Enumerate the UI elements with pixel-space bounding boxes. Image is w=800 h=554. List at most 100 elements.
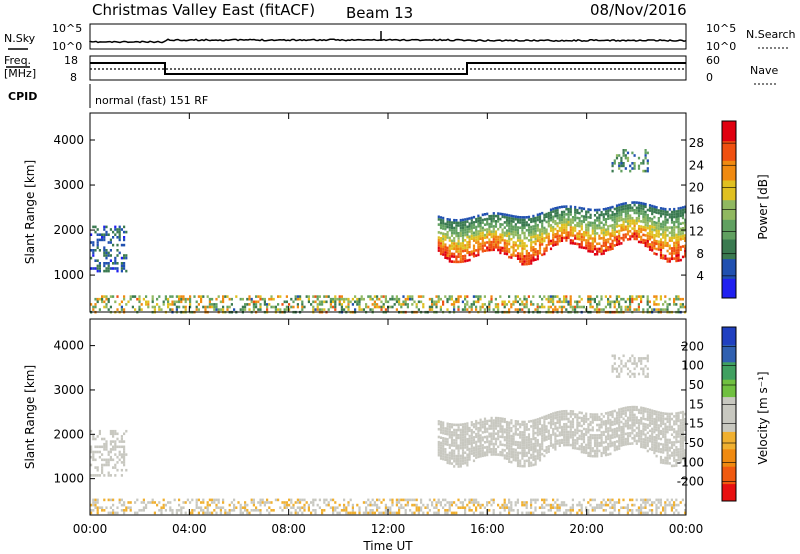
velocity-echo-cell (646, 511, 649, 515)
velocity-echo-cell (118, 450, 121, 454)
power-echo-cell (472, 231, 476, 235)
velocity-echo-cell (631, 416, 634, 419)
velocity-echo-cell (646, 410, 649, 414)
power-echo-cell (477, 235, 480, 238)
power-echo-cell (343, 308, 346, 311)
velocity-echo-cell (503, 428, 506, 431)
power-echo-cell (659, 212, 663, 215)
velocity-echo-cell (587, 428, 590, 431)
velocity-echo-cell (664, 428, 667, 431)
velocity-echo-cell (653, 446, 656, 449)
power-echo-cell (499, 217, 502, 221)
velocity-echo-cell (413, 498, 416, 502)
velocity-echo-cell (347, 511, 350, 515)
power-echo-cell (536, 308, 539, 311)
power-echo-cell (593, 229, 597, 233)
velocity-echo-cell (464, 511, 467, 515)
velocity-echo-cell (642, 367, 645, 371)
velocity-echo-cell (673, 464, 676, 468)
velocity-echo-cell (329, 506, 332, 509)
velocity-echo-cell (626, 416, 630, 420)
velocity-echo-cell (516, 464, 520, 468)
velocity-echo-cell (472, 423, 476, 426)
power-echo-cell (677, 207, 680, 210)
velocity-echo-cell (329, 498, 332, 502)
velocity-echo-cell (475, 509, 478, 512)
power-echo-cell (631, 300, 634, 304)
power-echo-cell (488, 233, 491, 236)
velocity-echo-cell (582, 445, 586, 449)
power-echo-cell (464, 223, 467, 226)
power-echo-cell (457, 247, 460, 251)
velocity-echo-cell (523, 431, 526, 434)
power-echo-cell (615, 217, 619, 220)
power-echo-cell (642, 159, 645, 162)
power-echo-cell (527, 226, 531, 229)
power-echo-cell (541, 211, 544, 215)
power-echo-cell (96, 233, 99, 236)
power-echo-cell (657, 232, 660, 236)
velocity-echo-cell (673, 428, 676, 431)
velocity-echo-cell (468, 509, 471, 512)
power-echo-cell (211, 303, 214, 306)
power-echo-cell (477, 253, 480, 257)
power-echo-cell (580, 235, 583, 239)
velocity-echo-cell (444, 432, 447, 435)
velocity-echo-cell (642, 372, 645, 376)
power-echo-cell (620, 213, 623, 217)
velocity-echo-cell (611, 364, 614, 368)
power-echo-cell (448, 257, 451, 260)
velocity-echo-cell (448, 443, 451, 447)
velocity-echo-cell (626, 406, 630, 409)
velocity-echo-cell (609, 452, 612, 456)
velocity-echo-cell (571, 509, 574, 512)
velocity-echo-cell (510, 460, 513, 464)
velocity-echo-cell (666, 503, 669, 507)
velocity-echo-cell (609, 426, 612, 430)
velocity-echo-cell (631, 442, 634, 445)
velocity-echo-cell (659, 419, 663, 423)
power-echo-cell (499, 238, 502, 242)
velocity-echo-cell (633, 437, 636, 440)
power-echo-cell (228, 305, 231, 309)
power-echo-cell (565, 228, 568, 232)
velocity-echo-cell (101, 445, 104, 449)
power-echo-cell (116, 308, 119, 311)
power-echo-cell (453, 244, 456, 248)
power-echo-cell (285, 305, 288, 309)
velocity-echo-cell (455, 423, 458, 427)
power-echo-cell (569, 210, 572, 214)
velocity-echo-cell (470, 501, 473, 504)
velocity-echo-cell (448, 425, 451, 429)
velocity-echo-cell (525, 425, 528, 429)
velocity-echo-cell (624, 443, 627, 446)
power-echo-cell (670, 218, 674, 222)
power-echo-cell (494, 246, 498, 249)
power-echo-cell (483, 249, 487, 252)
velocity-echo-cell (519, 459, 522, 463)
velocity-echo-cell (668, 428, 671, 431)
power-echo-cell (684, 223, 687, 227)
velocity-echo-cell (530, 425, 533, 428)
velocity-echo-cell (334, 501, 337, 504)
power-echo-cell (486, 246, 489, 249)
power-echo-cell (510, 217, 513, 220)
power-echo-cell (673, 252, 676, 255)
velocity-echo-cell (351, 511, 354, 515)
power-echo-cell (679, 214, 682, 218)
velocity-echo-cell (464, 461, 467, 465)
power-echo-cell (321, 303, 324, 306)
velocity-echo-cell (459, 506, 462, 509)
velocity-echo-cell (492, 511, 495, 515)
power-echo-cell (369, 295, 372, 298)
velocity-echo-cell (596, 439, 599, 442)
power-echo-cell (466, 251, 469, 255)
power-echo-cell (497, 227, 500, 231)
power-echo-cell (567, 207, 570, 211)
power-echo-cell (516, 228, 520, 232)
velocity-echo-cell (576, 442, 579, 445)
velocity-echo-cell (582, 440, 586, 444)
power-echo-cell (556, 308, 559, 311)
power-echo-cell (268, 303, 271, 306)
velocity-echo-cell (96, 501, 99, 504)
